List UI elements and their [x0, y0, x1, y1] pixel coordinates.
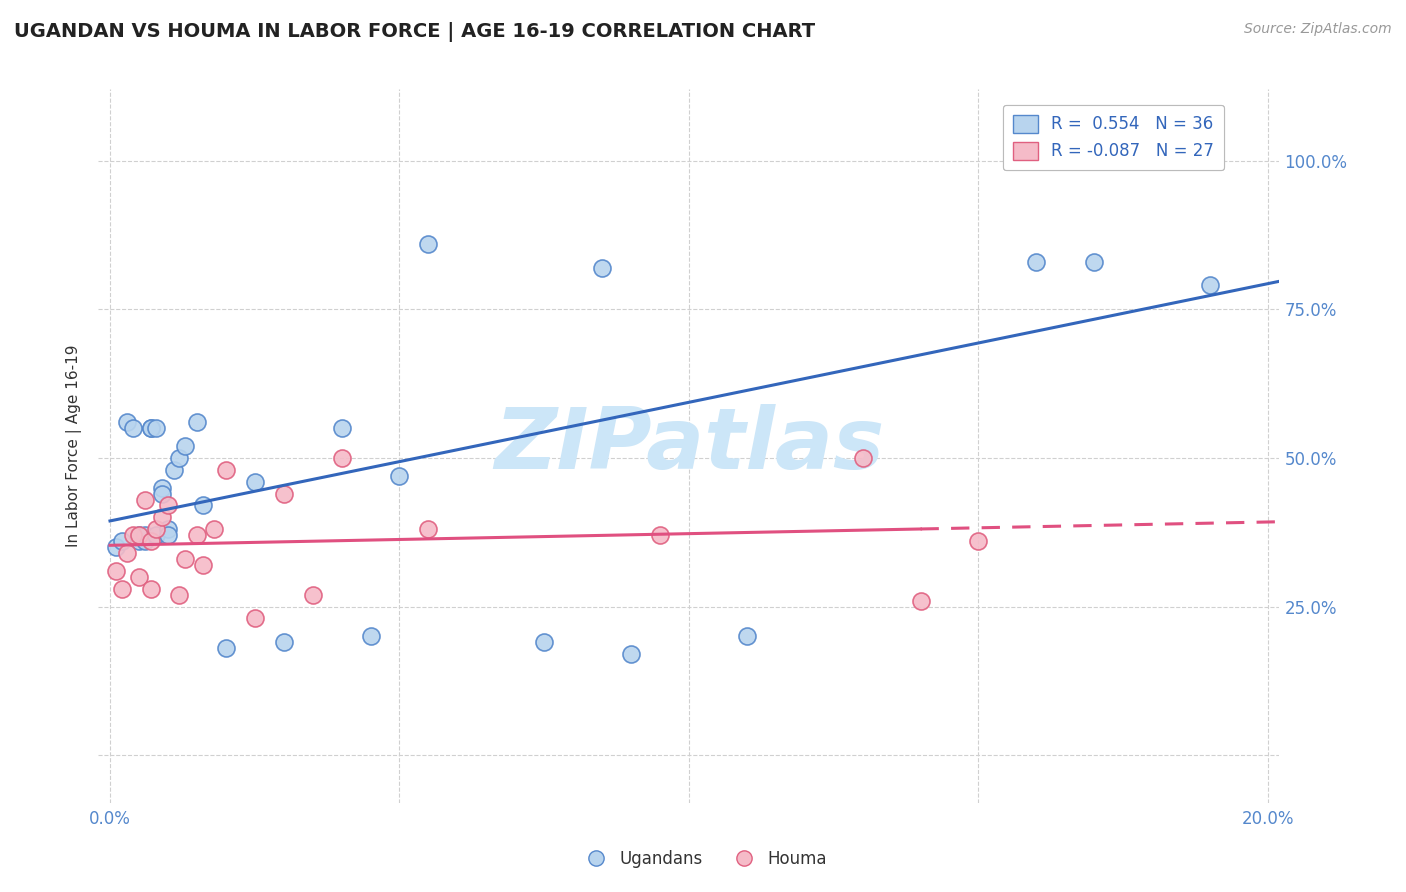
Point	[117, 415, 139, 429]
Point	[134, 528, 156, 542]
Point	[145, 522, 167, 536]
Point	[122, 528, 145, 542]
Point	[156, 522, 179, 536]
Point	[163, 463, 186, 477]
Point	[145, 421, 167, 435]
Point	[388, 468, 411, 483]
Point	[1083, 254, 1105, 268]
Point	[418, 522, 440, 536]
Point	[145, 528, 167, 542]
Point	[330, 421, 353, 435]
Point	[533, 635, 555, 649]
Point	[110, 582, 132, 596]
Point	[134, 492, 156, 507]
Point	[128, 570, 150, 584]
Point	[191, 499, 214, 513]
Point	[1025, 254, 1047, 268]
Point	[330, 450, 353, 465]
Point	[174, 439, 197, 453]
Point	[156, 499, 179, 513]
Point	[139, 421, 162, 435]
Point	[418, 236, 440, 251]
Point	[134, 534, 156, 549]
Point	[186, 415, 208, 429]
Text: UGANDAN VS HOUMA IN LABOR FORCE | AGE 16-19 CORRELATION CHART: UGANDAN VS HOUMA IN LABOR FORCE | AGE 16…	[14, 22, 815, 42]
Point	[273, 635, 295, 649]
Legend: Ugandans, Houma: Ugandans, Houma	[572, 844, 834, 875]
Point	[186, 528, 208, 542]
Text: Source: ZipAtlas.com: Source: ZipAtlas.com	[1244, 22, 1392, 37]
Point	[360, 629, 382, 643]
Point	[215, 641, 238, 656]
Point	[243, 475, 266, 489]
Point	[215, 463, 238, 477]
Point	[243, 611, 266, 625]
Point	[156, 528, 179, 542]
Point	[1140, 153, 1163, 168]
Point	[174, 552, 197, 566]
Point	[648, 528, 671, 542]
Point	[1199, 278, 1222, 293]
Point	[128, 528, 150, 542]
Point	[591, 260, 613, 275]
Point	[273, 486, 295, 500]
Text: ZIPatlas: ZIPatlas	[494, 404, 884, 488]
Point	[620, 647, 643, 661]
Point	[128, 528, 150, 542]
Point	[967, 534, 990, 549]
Point	[910, 593, 932, 607]
Point	[735, 629, 758, 643]
Point	[104, 564, 127, 578]
Point	[852, 450, 875, 465]
Point	[169, 588, 191, 602]
Point	[169, 450, 191, 465]
Point	[110, 534, 132, 549]
Point	[139, 421, 162, 435]
Point	[150, 481, 173, 495]
Point	[150, 486, 173, 500]
Point	[139, 582, 162, 596]
Y-axis label: In Labor Force | Age 16-19: In Labor Force | Age 16-19	[66, 344, 83, 548]
Point	[150, 510, 173, 524]
Point	[139, 534, 162, 549]
Legend: R =  0.554   N = 36, R = -0.087   N = 27: R = 0.554 N = 36, R = -0.087 N = 27	[1002, 104, 1223, 170]
Point	[202, 522, 225, 536]
Point	[117, 546, 139, 560]
Point	[191, 558, 214, 572]
Point	[104, 540, 127, 554]
Point	[301, 588, 323, 602]
Point	[122, 421, 145, 435]
Point	[128, 534, 150, 549]
